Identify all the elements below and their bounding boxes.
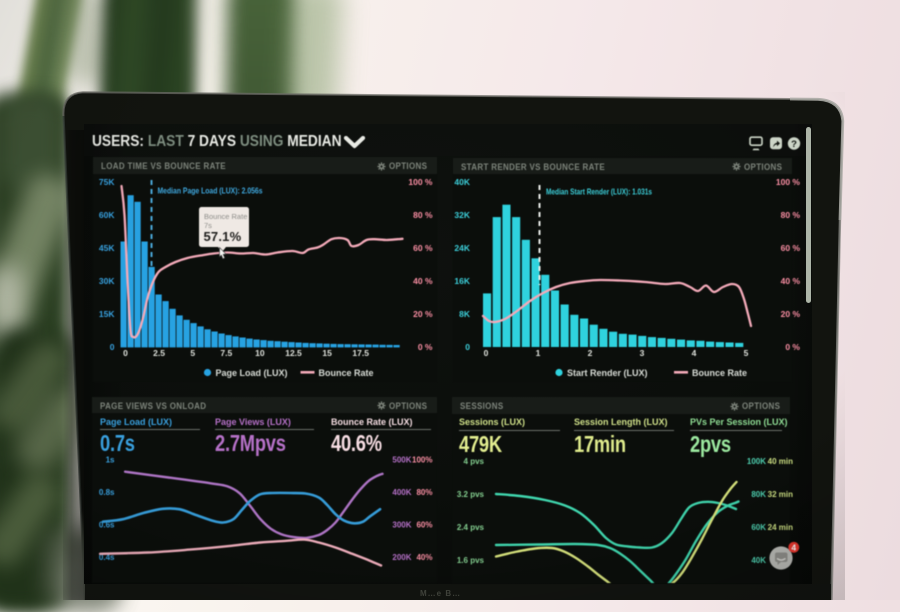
svg-text:200K: 200K [392,553,411,562]
svg-text:0: 0 [109,342,114,352]
svg-text:75K: 75K [98,177,114,187]
svg-text:400K: 400K [392,488,411,497]
svg-text:0 %: 0 % [417,342,432,352]
svg-text:10: 10 [255,348,265,358]
svg-text:15: 15 [322,348,332,358]
svg-text:2: 2 [588,348,593,358]
svg-text:4: 4 [692,348,697,358]
svg-text:100 %: 100 % [776,177,801,187]
svg-text:20 %: 20 % [413,309,433,319]
svg-text:1s: 1s [105,456,114,465]
svg-text:100 %: 100 % [408,177,433,187]
svg-text:0 %: 0 % [785,342,800,352]
svg-text:Start Render (LUX): Start Render (LUX) [567,368,648,378]
svg-text:2.5: 2.5 [153,348,165,358]
svg-text:Median Start Render (LUX): 1.0: Median Start Render (LUX): 1.031s [546,187,652,197]
svg-text:60 %: 60 % [413,243,433,253]
svg-text:0.4s: 0.4s [98,553,114,562]
svg-text:32K: 32K [454,210,470,220]
svg-text:40 %: 40 % [413,276,433,286]
svg-text:60 %: 60 % [781,243,801,253]
svg-text:60K: 60K [751,523,766,532]
svg-text:60%: 60% [416,521,432,530]
svg-text:40K: 40K [454,177,470,187]
svg-text:32 min: 32 min [768,490,793,499]
svg-text:40 %: 40 % [781,276,801,286]
svg-text:80%: 80% [416,488,432,497]
svg-text:?: ? [791,139,797,150]
svg-text:Bounce Rate: Bounce Rate [692,368,747,378]
svg-text:4 pvs: 4 pvs [464,457,485,466]
svg-text:60K: 60K [98,210,114,220]
svg-text:1: 1 [536,348,541,358]
svg-text:0: 0 [484,348,489,358]
svg-text:Median Page Load (LUX): 2.056s: Median Page Load (LUX): 2.056s [157,186,262,196]
svg-text:12.5: 12.5 [285,348,302,358]
svg-text:24K: 24K [454,243,470,253]
svg-text:0.6s: 0.6s [98,521,114,530]
svg-text:40K: 40K [751,556,766,565]
svg-text:40%: 40% [416,553,432,562]
svg-text:1.6 pvs: 1.6 pvs [457,556,485,565]
svg-text:0.8s: 0.8s [98,488,114,497]
svg-text:45K: 45K [98,243,114,253]
svg-text:16K: 16K [454,276,470,286]
svg-text:0: 0 [465,342,470,352]
svg-text:100K: 100K [747,457,766,466]
svg-text:500K: 500K [392,456,411,465]
svg-text:Bounce Rate: Bounce Rate [318,368,373,378]
svg-text:40 min: 40 min [768,457,793,466]
svg-text:300K: 300K [392,521,411,530]
svg-text:2.4 pvs: 2.4 pvs [457,523,485,532]
svg-text:4: 4 [791,542,796,552]
svg-text:7.5: 7.5 [220,348,232,358]
svg-text:20 %: 20 % [781,309,801,319]
svg-text:5: 5 [190,348,195,358]
svg-text:17.5: 17.5 [352,348,369,358]
svg-text:80 %: 80 % [413,210,433,220]
svg-text:24 min: 24 min [768,523,793,532]
svg-text:0: 0 [123,348,128,358]
svg-text:100%: 100% [412,456,432,465]
svg-text:15K: 15K [98,309,114,319]
svg-text:80 %: 80 % [781,210,801,220]
svg-text:3.2 pvs: 3.2 pvs [457,490,485,499]
svg-text:3: 3 [640,348,645,358]
svg-text:5: 5 [744,348,749,358]
svg-text:8K: 8K [459,309,471,319]
svg-text:Page Load (LUX): Page Load (LUX) [215,368,287,378]
svg-text:30K: 30K [98,276,114,286]
svg-text:80K: 80K [751,490,766,499]
